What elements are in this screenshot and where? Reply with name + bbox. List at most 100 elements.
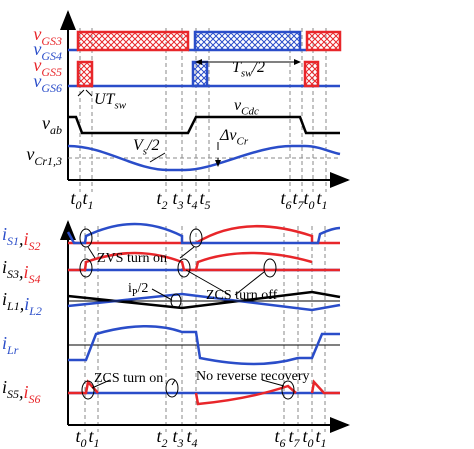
symbol-base: i: [2, 333, 7, 353]
symbol-base: t: [315, 426, 321, 446]
label-separator: ,: [19, 262, 24, 282]
symbol-base: T: [232, 59, 242, 76]
time-label: t7: [292, 188, 304, 212]
symbol-base: t: [156, 188, 162, 208]
symbol-subscript: P: [132, 288, 138, 299]
time-label: t7: [288, 426, 300, 449]
signal-label: iS1,iS2: [2, 224, 41, 253]
symbol-base: V: [133, 137, 145, 154]
symbol-subscript: 1: [88, 198, 94, 212]
symbol-base: i: [2, 257, 7, 277]
symbol-base: v: [234, 97, 242, 114]
symbol-subscript: 0: [309, 198, 315, 212]
time-label: t2: [156, 426, 167, 449]
symbol-subscript: S5: [7, 387, 19, 401]
vs-pointer: [149, 152, 166, 163]
annotation: No reverse recovery: [196, 369, 310, 384]
symbol-base: t: [274, 426, 280, 446]
symbol-base: t: [82, 188, 88, 208]
bottom-panel: [60, 220, 350, 433]
symbol-base: v: [33, 24, 41, 44]
symbol-subscript: GS4: [41, 49, 62, 63]
symbol-subscript: L2: [28, 304, 42, 318]
annotation: ZVS turn on: [97, 251, 167, 266]
il1-wave: [67, 290, 341, 310]
time-label: t6: [280, 188, 291, 212]
time-label: t0: [303, 188, 314, 212]
il2-wave: [67, 292, 341, 312]
symbol-base: t: [75, 426, 81, 446]
symbol-subscript: GS5: [41, 65, 62, 79]
signal-label: vGS3: [33, 24, 62, 48]
vgs6-pulse: [191, 60, 209, 88]
annotation: Vs/2: [133, 137, 160, 157]
symbol-subscript: S4: [29, 272, 41, 286]
vgs5-pulse: [303, 60, 320, 88]
symbol-base: i: [24, 294, 29, 314]
symbol-subscript: 1: [322, 198, 328, 212]
symbol-subscript: L1: [6, 299, 20, 313]
time-label: t5: [199, 188, 210, 212]
time-label: t0: [302, 426, 313, 449]
symbol-subscript: 6: [286, 198, 292, 212]
label-separator: ,: [20, 294, 25, 314]
symbol-base: v: [26, 144, 34, 164]
symbol-base: i: [2, 224, 7, 244]
time-label: t3: [172, 426, 183, 449]
vab-wave: [68, 115, 340, 135]
symbol-base: t: [292, 188, 298, 208]
time-label: t4: [186, 188, 197, 212]
annotation: iP/2: [128, 281, 148, 299]
symbol-tail: /2: [252, 59, 265, 76]
symbol-tail: /2: [137, 281, 148, 296]
time-label: t0: [75, 426, 86, 449]
symbol-base: t: [156, 426, 162, 446]
vgs4-pulse: [193, 30, 302, 52]
symbol-subscript: 7: [294, 436, 301, 449]
annotation: ΔvCr: [219, 127, 249, 147]
time-label: t0: [70, 188, 81, 212]
symbol-subscript: 3: [177, 198, 184, 212]
symbol-subscript: S6: [29, 392, 41, 406]
symbol-base: v: [33, 55, 41, 75]
symbol-subscript: Cr1,3: [34, 154, 62, 168]
symbol-subscript: 1: [321, 436, 327, 449]
symbol-base: UT: [94, 91, 116, 108]
symbol-base: t: [288, 426, 294, 446]
symbol-base: i: [24, 382, 29, 402]
symbol-subscript: 5: [205, 198, 211, 212]
signal-label: vGS5: [33, 55, 62, 79]
symbol-tail: /2: [146, 137, 159, 154]
symbol-subscript: 0: [81, 436, 87, 449]
symbol-base: t: [316, 188, 322, 208]
time-label: t2: [156, 188, 167, 212]
symbol-base: t: [199, 188, 205, 208]
symbol-subscript: GS3: [41, 34, 62, 48]
utsw-arrow: [77, 89, 93, 97]
symbol-base: t: [186, 426, 192, 446]
symbol-subscript: 6: [280, 436, 286, 449]
texts: vGS3vGS4vGS5vGS6vabvCr1,3UTswTsw/2vCdcΔv…: [2, 24, 328, 449]
annotation: vCdc: [234, 97, 259, 117]
signal-label: iS3,iS4: [2, 257, 41, 286]
symbol-subscript: ab: [50, 123, 62, 137]
symbol-base: v: [42, 113, 50, 133]
symbol-base: t: [88, 426, 94, 446]
time-guides: [79, 28, 327, 432]
symbol-base: Δv: [219, 127, 237, 144]
symbol-base: t: [303, 188, 309, 208]
time-label: t1: [316, 188, 327, 212]
symbol-base: t: [172, 426, 178, 446]
label-separator: ,: [19, 382, 24, 402]
signal-label: vab: [42, 113, 62, 137]
signal-label: vCr1,3: [26, 144, 62, 168]
annotation-text: No reverse recovery: [196, 369, 310, 384]
signal-label: vGS6: [33, 71, 62, 95]
ilr-wave: [68, 325, 340, 366]
time-label: t1: [315, 426, 326, 449]
is2-wave: [68, 225, 340, 245]
symbol-subscript: 2: [162, 436, 168, 449]
is1-wave: [66, 222, 341, 245]
symbol-subscript: s: [143, 145, 147, 157]
